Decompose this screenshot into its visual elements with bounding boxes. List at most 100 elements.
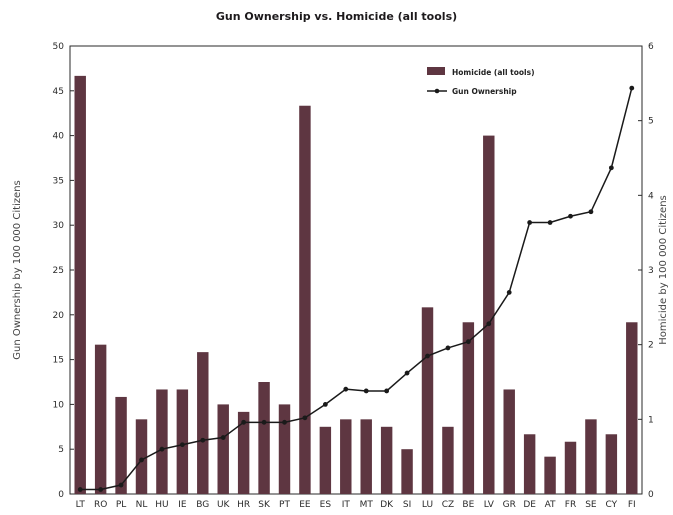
- x-tick-label: RO: [94, 500, 107, 510]
- gun-ownership-line: [80, 87, 633, 491]
- point-ES: [322, 402, 328, 407]
- x-tick-label: CY: [606, 500, 618, 510]
- x-tick-label: DE: [523, 500, 536, 510]
- point-CZ: [445, 345, 451, 351]
- y-left-tick-label: 15: [53, 356, 64, 366]
- point-PT: [282, 419, 287, 425]
- legend-line-label: Gun Ownership: [452, 87, 517, 96]
- plot-area-border: [69, 45, 643, 495]
- bar-FI: [626, 322, 638, 494]
- bar-RO: [94, 344, 107, 494]
- y-left-tick-label: 25: [53, 266, 64, 276]
- bar-AT: [544, 456, 556, 494]
- legend-line-marker: [434, 88, 440, 94]
- bar-LT: [74, 75, 86, 494]
- y-left-tick-label: 0: [58, 490, 64, 500]
- y-right-tick-label: 4: [648, 191, 654, 201]
- x-tick-label: NL: [136, 500, 148, 510]
- bar-FR: [564, 441, 577, 494]
- y-left-tick-label: 40: [53, 132, 65, 142]
- point-DE: [527, 220, 533, 225]
- point-FI: [629, 85, 635, 91]
- point-IT: [343, 386, 349, 392]
- bar-DE: [523, 434, 536, 494]
- x-tick-label: IT: [342, 500, 351, 510]
- y-right-tick-label: 6: [648, 42, 654, 52]
- point-SK: [261, 419, 267, 425]
- point-CY: [608, 165, 614, 171]
- y-left-tick-label: 45: [53, 87, 64, 97]
- x-tick-label: FR: [565, 500, 576, 510]
- y-left-tick-label: 10: [53, 400, 65, 410]
- x-tick-label: DK: [380, 500, 394, 510]
- point-UK: [220, 435, 226, 440]
- point-AT: [547, 220, 553, 225]
- point-HU: [159, 446, 165, 452]
- bar-BG: [197, 352, 209, 494]
- point-IE: [179, 442, 185, 448]
- y-axis-right-label: Homicide by 100 000 Citizens: [658, 195, 669, 345]
- point-LT: [77, 487, 83, 492]
- point-BE: [465, 339, 471, 345]
- bar-ES: [319, 426, 332, 494]
- y-right-tick-label: 5: [648, 117, 654, 127]
- point-MT: [363, 388, 369, 394]
- bar-GR: [503, 389, 515, 494]
- x-tick-label: BE: [462, 500, 474, 510]
- x-tick-label: HU: [155, 500, 168, 510]
- point-RO: [98, 487, 104, 492]
- y-right-tick-label: 3: [648, 266, 654, 276]
- point-LU: [425, 353, 430, 359]
- legend: Homicide (all tools) Gun Ownership: [427, 67, 535, 96]
- x-tick-label: IE: [178, 500, 187, 510]
- legend-bar-swatch: [427, 67, 445, 75]
- point-SI: [404, 370, 410, 376]
- bar-BE: [462, 322, 475, 494]
- bar-MT: [360, 419, 372, 494]
- bar-PL: [115, 396, 127, 494]
- bar-IE: [176, 389, 189, 494]
- chart-title: Gun Ownership vs. Homicide (all tools): [215, 10, 458, 23]
- x-tick-label: PL: [116, 500, 126, 510]
- bar-SK: [258, 382, 270, 494]
- line-series: [77, 85, 635, 492]
- y-left-tick-label: 20: [53, 311, 65, 321]
- y-left-tick-label: 30: [53, 221, 65, 231]
- bar-HR: [237, 411, 250, 494]
- point-GR: [506, 290, 512, 295]
- bar-PT: [278, 404, 291, 494]
- point-LV: [486, 321, 492, 327]
- y-left-tick-label: 5: [58, 445, 64, 455]
- bar-CY: [605, 434, 618, 494]
- x-tick-label: BG: [196, 500, 209, 510]
- x-tick-label: FI: [628, 500, 636, 510]
- x-tick-label: LV: [484, 500, 495, 510]
- y-left-tick-label: 50: [53, 42, 65, 52]
- y-right-tick-label: 2: [648, 341, 654, 351]
- x-tick-label: LU: [422, 500, 433, 510]
- y-axis-right: 0 1 2 3 4 5 6: [638, 42, 654, 500]
- x-tick-label: AT: [545, 500, 556, 510]
- x-tick-label: GR: [503, 500, 516, 510]
- x-tick-label: PT: [279, 500, 290, 510]
- x-tick-label: SI: [403, 500, 411, 510]
- x-tick-label: SE: [585, 500, 597, 510]
- point-PL: [118, 482, 124, 488]
- x-tick-label: LT: [76, 500, 86, 510]
- bar-NL: [135, 419, 148, 494]
- bar-HU: [156, 389, 168, 494]
- x-tick-label: UK: [217, 500, 231, 510]
- x-tick-label: EE: [299, 500, 311, 510]
- y-axis-left: 0 5 10 15 20 25 30 35 40 45 50: [53, 42, 74, 500]
- x-tick-label: ES: [320, 500, 332, 510]
- point-SE: [588, 209, 594, 215]
- bar-DK: [380, 426, 393, 494]
- y-left-tick-label: 35: [53, 176, 64, 186]
- y-axis-left-label: Gun Ownership by 100 000 Citizens: [12, 180, 23, 360]
- point-BG: [200, 437, 206, 443]
- bar-LV: [483, 135, 495, 494]
- x-tick-label: HR: [237, 500, 250, 510]
- x-tick-label: SK: [258, 500, 271, 510]
- bar-SI: [401, 449, 413, 494]
